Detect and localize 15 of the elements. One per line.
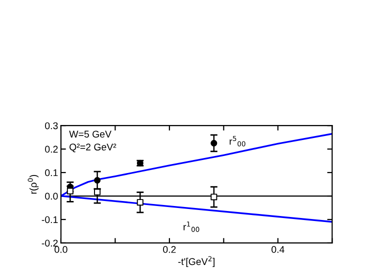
y-axis-title: r(ρ$^{0}$) xyxy=(28,174,39,194)
y-tick-label: 0.2 xyxy=(45,146,58,153)
series-label: r$^{5}$$_{00}$ xyxy=(230,136,246,146)
annotation: W=5 GeV xyxy=(69,130,112,138)
y-tick-label: -0.1 xyxy=(42,216,58,224)
y-tick-label: 0.3 xyxy=(45,122,58,130)
x-tick-label: 0.4 xyxy=(272,246,284,253)
x-tick-label: 0.0 xyxy=(54,246,68,253)
series-label: r$^{1}$$_{00}$ xyxy=(184,222,200,232)
annotation: Q²=2 GeV² xyxy=(70,144,116,152)
y-tick-label: -0.2 xyxy=(42,240,58,247)
x-axis-title: -t'[GeV$^{2}$] xyxy=(178,256,214,267)
x-tick-label: 0.2 xyxy=(163,246,176,253)
y-tick-label: 0.0 xyxy=(45,192,58,200)
y-tick-label: 0.1 xyxy=(45,169,58,176)
